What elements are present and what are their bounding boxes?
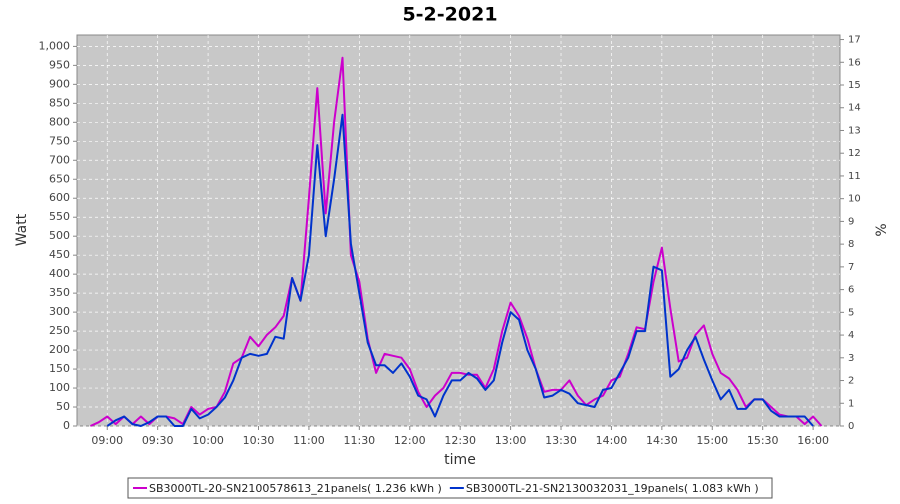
y-tick-label: 150 bbox=[49, 362, 70, 375]
x-tick-label: 13:00 bbox=[495, 434, 527, 447]
x-tick-label: 12:00 bbox=[394, 434, 426, 447]
legend-label: SB3000TL-20-SN2100578613_21panels( 1.236… bbox=[149, 482, 442, 495]
x-tick-label: 14:00 bbox=[596, 434, 628, 447]
y-tick-label: 400 bbox=[49, 267, 70, 280]
x-tick-label: 11:30 bbox=[343, 434, 375, 447]
y-tick-label: 750 bbox=[49, 134, 70, 147]
x-tick-label: 15:30 bbox=[747, 434, 779, 447]
x-tick-label: 15:00 bbox=[696, 434, 728, 447]
y2-tick-label: 6 bbox=[848, 285, 854, 296]
y2-tick-label: 0 bbox=[848, 421, 854, 432]
y2-tick-label: 8 bbox=[848, 239, 854, 250]
y-tick-label: 50 bbox=[56, 400, 70, 413]
x-tick-label: 13:30 bbox=[545, 434, 577, 447]
x-tick-label: 09:30 bbox=[142, 434, 174, 447]
y-tick-label: 1,000 bbox=[39, 39, 71, 52]
y-tick-label: 350 bbox=[49, 286, 70, 299]
y-tick-label: 600 bbox=[49, 191, 70, 204]
y-tick-label: 950 bbox=[49, 58, 70, 71]
x-tick-label: 09:00 bbox=[91, 434, 123, 447]
x-axis-label: time bbox=[444, 452, 476, 468]
y2-tick-label: 13 bbox=[848, 125, 861, 136]
y-tick-label: 250 bbox=[49, 324, 70, 337]
y2-tick-label: 11 bbox=[848, 171, 861, 182]
y-tick-label: 700 bbox=[49, 153, 70, 166]
y2-tick-label: 9 bbox=[848, 216, 854, 227]
y2-tick-label: 15 bbox=[848, 80, 861, 91]
y2-tick-label: 7 bbox=[848, 262, 854, 273]
y2-tick-label: 1 bbox=[848, 398, 854, 409]
y2-tick-label: 10 bbox=[848, 194, 861, 205]
y-tick-label: 900 bbox=[49, 77, 70, 90]
y-tick-label: 100 bbox=[49, 381, 70, 394]
y-tick-label: 450 bbox=[49, 248, 70, 261]
y-tick-label: 500 bbox=[49, 229, 70, 242]
y-tick-label: 300 bbox=[49, 305, 70, 318]
y-tick-label: 650 bbox=[49, 172, 70, 185]
x-tick-label: 11:00 bbox=[293, 434, 325, 447]
y2-tick-label: 16 bbox=[848, 57, 861, 68]
y2-tick-label: 4 bbox=[848, 330, 854, 341]
x-tick-label: 10:30 bbox=[243, 434, 275, 447]
y2-axis-label: % bbox=[874, 223, 890, 236]
x-tick-label: 14:30 bbox=[646, 434, 678, 447]
y2-tick-label: 12 bbox=[848, 148, 861, 159]
legend-label: SB3000TL-21-SN2130032031_19panels( 1.083… bbox=[466, 482, 759, 495]
y-tick-label: 850 bbox=[49, 96, 70, 109]
chart-title: 5-2-2021 bbox=[402, 4, 497, 26]
x-tick-label: 16:00 bbox=[797, 434, 829, 447]
y2-tick-label: 5 bbox=[848, 307, 854, 318]
x-tick-label: 12:30 bbox=[444, 434, 476, 447]
y-tick-label: 550 bbox=[49, 210, 70, 223]
y-axis-label: Watt bbox=[14, 213, 30, 246]
y-tick-label: 800 bbox=[49, 115, 70, 128]
y-tick-label: 0 bbox=[63, 419, 70, 432]
series-line bbox=[89, 56, 823, 427]
y2-tick-label: 14 bbox=[848, 103, 861, 114]
series-line bbox=[106, 113, 814, 427]
y2-tick-label: 3 bbox=[848, 353, 854, 364]
y-tick-label: 200 bbox=[49, 343, 70, 356]
y2-tick-label: 17 bbox=[848, 35, 861, 46]
x-tick-label: 10:00 bbox=[192, 434, 224, 447]
y2-tick-label: 2 bbox=[848, 376, 854, 387]
plot-area bbox=[76, 34, 841, 427]
